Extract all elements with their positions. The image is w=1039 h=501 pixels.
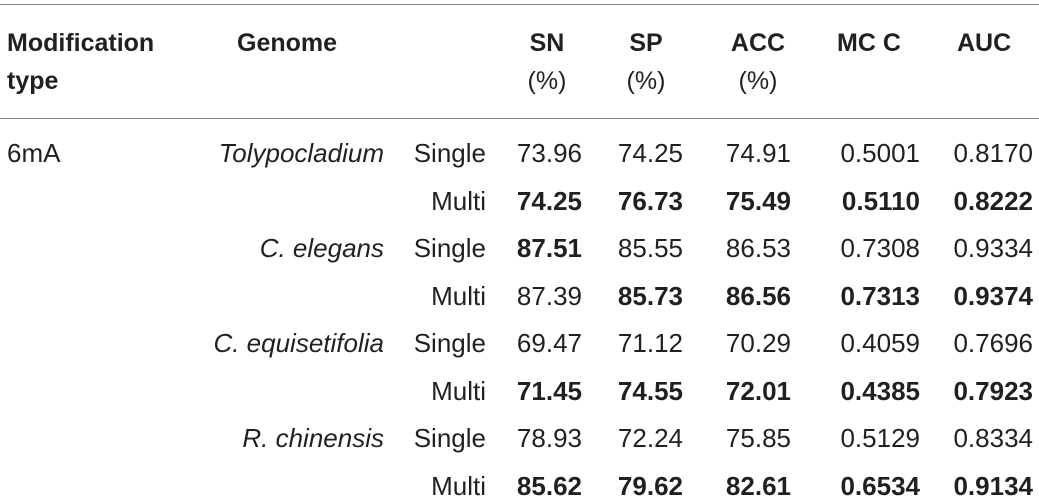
mcc-cell: 0.7313 <box>840 280 920 311</box>
auc-cell: 0.8334 <box>953 423 1033 453</box>
sp-cell: 79.62 <box>617 470 683 501</box>
sn-cell: 85.62 <box>516 470 582 501</box>
header-sp-line2: (%) <box>626 67 666 95</box>
sn-cell: 73.96 <box>516 138 582 168</box>
mcc-cell: 0.4385 <box>840 375 920 406</box>
auc-cell: 0.9374 <box>953 280 1033 311</box>
acc-cell: 86.56 <box>725 280 791 311</box>
mcc-cell: 0.4059 <box>840 328 920 358</box>
genome-cell: C. equisetifolia <box>213 328 384 358</box>
acc-cell: 74.91 <box>725 138 791 168</box>
acc-cell: 72.01 <box>725 375 791 406</box>
auc-cell: 0.7923 <box>953 375 1033 406</box>
header-sn-line1: SN <box>529 29 565 57</box>
mcc-cell: 0.5110 <box>841 185 920 216</box>
genome-cell: Tolypocladium <box>218 138 384 168</box>
sp-cell: 85.55 <box>617 233 683 263</box>
mode-cell: Multi <box>431 280 486 311</box>
acc-cell: 75.85 <box>725 423 791 453</box>
mode-cell: Single <box>413 138 486 168</box>
mcc-cell: 0.5001 <box>840 138 920 168</box>
auc-cell: 0.9134 <box>953 470 1033 501</box>
mode-cell: Single <box>413 233 486 263</box>
sn-cell: 78.93 <box>516 423 582 453</box>
header-sn: SN (%) <box>512 28 582 96</box>
sp-cell: 72.24 <box>617 423 683 453</box>
header-mod-line1: Modification <box>7 29 155 57</box>
sn-cell: 71.45 <box>516 375 582 406</box>
sp-cell: 71.12 <box>617 328 683 358</box>
auc-cell: 0.8170 <box>953 138 1033 168</box>
acc-cell: 75.49 <box>725 185 791 216</box>
header-sn-line2: (%) <box>527 67 567 95</box>
genome-cell: R. chinensis <box>242 423 384 453</box>
acc-cell: 70.29 <box>725 328 791 358</box>
header-mcc: MC C <box>837 29 901 57</box>
mcc-cell: 0.7308 <box>840 233 920 263</box>
modification-type-cell: 6mA <box>7 138 61 168</box>
sn-cell: 87.39 <box>516 280 582 311</box>
mode-cell: Multi <box>431 470 486 501</box>
top-rule <box>0 4 1039 5</box>
mode-cell: Single <box>413 423 486 453</box>
sp-cell: 76.73 <box>617 185 683 216</box>
sp-cell: 74.25 <box>617 138 683 168</box>
auc-cell: 0.8222 <box>953 185 1033 216</box>
header-sp-line1: SP <box>629 29 663 57</box>
genome-cell: C. elegans <box>259 233 384 263</box>
sp-cell: 74.55 <box>617 375 683 406</box>
header-genome: Genome <box>237 29 338 57</box>
header-rule <box>0 118 1039 119</box>
auc-cell: 0.9334 <box>953 233 1033 263</box>
sn-cell: 74.25 <box>516 185 582 216</box>
header-acc: ACC (%) <box>718 28 798 96</box>
auc-cell: 0.7696 <box>953 328 1033 358</box>
header-modification-type: Modification type <box>7 28 154 96</box>
header-acc-line2: (%) <box>738 67 778 95</box>
sn-cell: 69.47 <box>516 328 582 358</box>
header-acc-line1: ACC <box>730 29 786 57</box>
mode-cell: Multi <box>431 185 486 216</box>
mcc-cell: 0.6534 <box>840 470 920 501</box>
mcc-cell: 0.5129 <box>840 423 920 453</box>
acc-cell: 86.53 <box>725 233 791 263</box>
header-auc: AUC <box>957 29 1012 57</box>
header-sp: SP (%) <box>611 28 681 96</box>
sn-cell: 87.51 <box>516 233 582 263</box>
acc-cell: 82.61 <box>725 470 791 501</box>
mode-cell: Multi <box>431 375 486 406</box>
header-mod-line2: type <box>7 67 59 95</box>
sp-cell: 85.73 <box>617 280 683 311</box>
mode-cell: Single <box>413 328 486 358</box>
